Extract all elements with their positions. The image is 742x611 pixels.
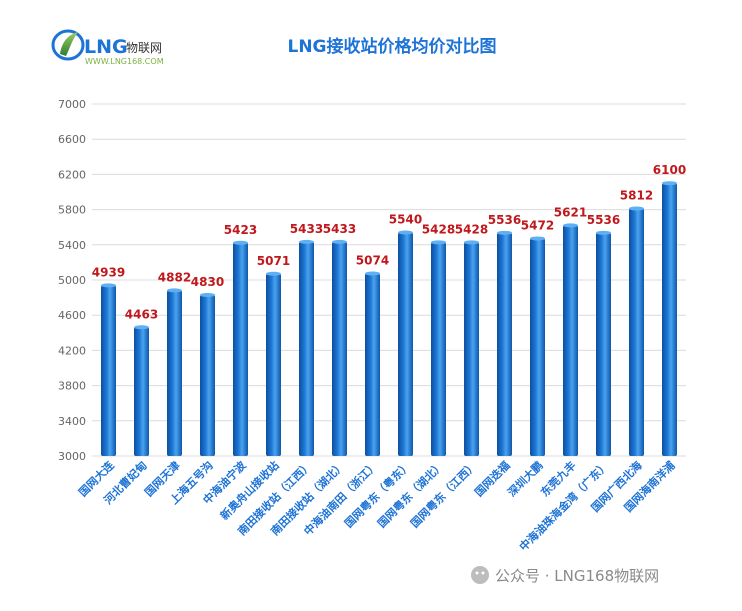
data-label: 5423: [224, 223, 257, 237]
bars: [101, 181, 677, 456]
bar: [299, 241, 314, 456]
x-category-label: 国网迭福: [472, 458, 513, 499]
bar: [596, 232, 611, 456]
y-tick-label: 5800: [58, 204, 86, 217]
data-label: 4939: [92, 265, 125, 279]
y-tick-label: 3000: [58, 450, 86, 463]
data-label: 5071: [257, 254, 290, 268]
logo-url: WWW.LNG168.COM: [85, 57, 164, 66]
data-label: 6100: [653, 163, 686, 177]
y-tick-label: 4600: [58, 309, 86, 322]
y-tick-label: 3400: [58, 415, 86, 428]
y-tick-label: 5000: [58, 274, 86, 287]
bar: [101, 285, 116, 456]
bar: [398, 232, 413, 456]
data-label: 5074: [356, 253, 389, 267]
bar-cap: [530, 236, 545, 241]
x-category-label: 深圳大鹏: [505, 458, 546, 499]
bar-cap: [398, 230, 413, 235]
bar: [464, 242, 479, 456]
data-labels: 4939 4463 4882 4830 5423 5071 5433 5433 5074 5540…: [92, 163, 686, 321]
chart-title: LNG接收站价格均价对比图: [287, 36, 496, 57]
bar: [629, 208, 644, 456]
bar: [365, 273, 380, 456]
bar-cap: [464, 240, 479, 245]
bar: [530, 238, 545, 456]
bar-cap: [629, 206, 644, 211]
data-label: 5812: [620, 189, 653, 203]
data-label: 4830: [191, 275, 224, 289]
data-label: 5621: [554, 205, 587, 219]
data-label: 5433: [290, 222, 323, 236]
bar-cap: [332, 239, 347, 244]
bar-cap: [662, 181, 677, 186]
bar-cap: [167, 288, 182, 293]
y-tick-label: 6600: [58, 133, 86, 146]
bar: [200, 294, 215, 456]
bar: [497, 232, 512, 456]
logo-brand: LNG: [84, 36, 128, 58]
bar-cap: [596, 230, 611, 235]
bar: [233, 242, 248, 456]
data-label: 5428: [455, 222, 488, 236]
y-tick-label: 7000: [58, 98, 86, 111]
bar: [563, 225, 578, 456]
data-label: 5536: [488, 213, 521, 227]
bar-cap: [101, 283, 116, 288]
grid-lines: [92, 103, 686, 457]
x-category-label: 新奥舟山接收站: [217, 458, 281, 522]
bar-cap: [299, 239, 314, 244]
data-label: 5472: [521, 218, 554, 232]
x-axis-categories: 国网大连河北曹妃甸国网天津上海五号沟中海油宁波新奥舟山接收站南田接收站（江西）南…: [76, 458, 678, 554]
bar: [266, 273, 281, 456]
y-tick-label: 6200: [58, 168, 86, 181]
bar: [134, 327, 149, 456]
wechat-icon-dot-2: [481, 571, 485, 575]
bar-cap: [563, 223, 578, 228]
data-label: 5433: [323, 222, 356, 236]
wechat-icon-dot: [475, 571, 479, 575]
bar: [662, 183, 677, 456]
logo-leaf-shape-icon: [60, 32, 78, 56]
y-tick-label: 4200: [58, 344, 86, 357]
data-label: 5428: [422, 222, 455, 236]
bar-cap: [134, 325, 149, 330]
data-label: 4882: [158, 270, 191, 284]
bar: [167, 290, 182, 456]
bar-cap: [266, 271, 281, 276]
bar-cap: [365, 271, 380, 276]
y-tick-label: 5400: [58, 239, 86, 252]
bar-cap: [431, 240, 446, 245]
logo-leaf-icon: [51, 29, 85, 61]
bar-cap: [233, 240, 248, 245]
data-label: 4463: [125, 307, 158, 321]
watermark-text: 公众号 · LNG168物联网: [495, 567, 659, 585]
bar: [332, 241, 347, 456]
bar-cap: [497, 230, 512, 235]
y-axis-ticks: 3000 3400 3800 4200 4600 5000 5400 5800 6200 6600…: [58, 98, 86, 463]
bar: [431, 242, 446, 456]
y-tick-label: 3800: [58, 380, 86, 393]
logo: LNG 物联网 WWW.LNG168.COM: [51, 29, 164, 66]
watermark: 公众号 · LNG168物联网: [471, 566, 659, 585]
bar-cap: [200, 292, 215, 297]
data-label: 5536: [587, 213, 620, 227]
logo-brand-cn: 物联网: [126, 41, 162, 55]
data-label: 5540: [389, 212, 422, 226]
wechat-icon: [471, 566, 489, 584]
